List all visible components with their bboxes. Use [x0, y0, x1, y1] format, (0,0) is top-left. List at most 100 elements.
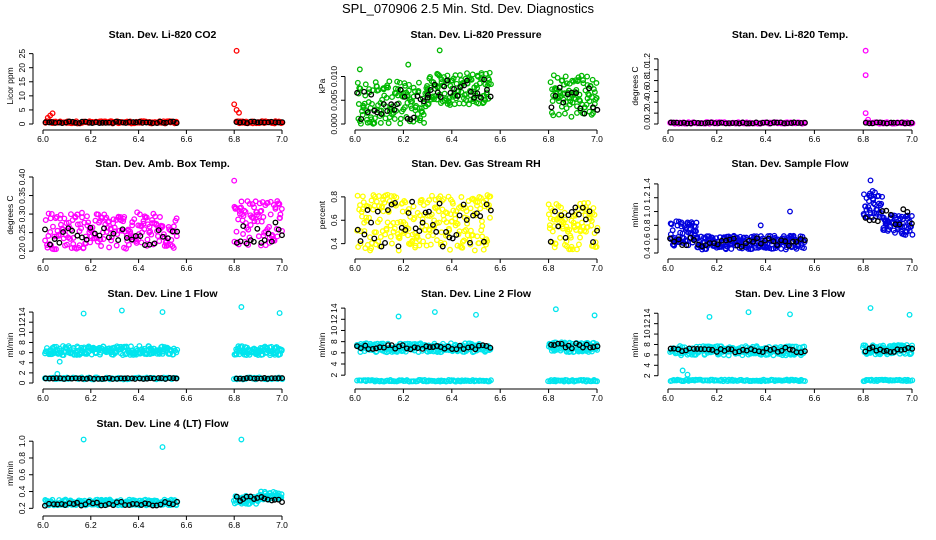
panel-4-main-point: [42, 237, 49, 244]
panel-9-x-tick-label: 6.2: [711, 393, 723, 403]
panel-2-overlay-point: [487, 93, 494, 100]
panel-9-y-tick-label: 12: [642, 319, 652, 329]
panel-2-overlay-point: [454, 92, 461, 99]
panel-8-overlay-point: [369, 345, 376, 352]
panel-4-main-point: [272, 204, 279, 211]
panel-3-y-tick-label: 1.0: [642, 64, 652, 76]
panel-1-overlay-point: [265, 119, 272, 126]
panel-1-y-tick-label: 10: [17, 91, 27, 101]
panel-4-main-point: [173, 215, 180, 222]
panel-4-overlay-point: [278, 232, 285, 239]
panel-4-main-point: [129, 222, 136, 229]
panel-10-overlay-point: [258, 494, 265, 500]
panel-8-overlay-point: [456, 342, 463, 349]
panel-8-overlay-point: [472, 346, 479, 353]
panel-2-overlay-point: [590, 104, 596, 111]
panel-2-overlay-point: [441, 83, 448, 90]
panel-5-x-tick-label: 6.0: [349, 263, 361, 273]
panel-5-main-point: [577, 234, 584, 241]
panel-5-main-point: [429, 192, 435, 199]
panel-2-main-point: [369, 101, 375, 107]
panel-3-overlay-point: [908, 119, 915, 126]
panel-5-overlay-point: [456, 212, 463, 219]
panel-3-overlay-point: [677, 120, 684, 127]
panel-4-overlay-point: [272, 219, 279, 226]
panel-5-overlay-point: [449, 235, 456, 242]
panel-7-overlay-point: [50, 375, 57, 382]
panel-8-x-tick-label: 6.2: [397, 393, 409, 403]
panel-2-main-point: [550, 112, 557, 119]
panel-7-main-point: [118, 307, 125, 314]
panel-9-x-tick-label: 6.4: [760, 393, 772, 403]
panel-4-overlay-point: [137, 233, 144, 239]
panel-5-overlay-point: [594, 227, 600, 234]
panel-2-overlay-point: [474, 90, 481, 97]
panel-5-main-point: [594, 224, 601, 231]
panel-5-main-point: [430, 232, 436, 239]
panel-5-main-point: [552, 241, 559, 247]
panel-5-overlay-point: [590, 239, 596, 246]
panel-8-overlay-point: [399, 342, 406, 349]
panel-8-overlay-point: [568, 345, 575, 352]
panel-1-x-tick-label: 6.6: [180, 134, 192, 144]
panel-2-main-point: [420, 111, 427, 118]
panel-4-main-point: [57, 211, 64, 218]
panel-3-title: Stan. Dev. Li-820 Temp.: [732, 29, 848, 41]
panel-4-overlay-point: [51, 236, 58, 242]
panel-5-overlay-point: [392, 199, 398, 206]
panel-3-x-tick-label: 6.0: [662, 134, 674, 144]
panel-2-x-tick-label: 6.0: [349, 134, 361, 144]
panel-4-main-point: [113, 242, 120, 249]
panel-5-overlay-point: [460, 201, 467, 208]
panel-7-overlay-point: [46, 375, 53, 382]
panel-5-main-point: [405, 206, 412, 213]
panel-6-overlay-point: [774, 242, 781, 248]
panel-4-main-point: [246, 200, 253, 207]
panel-4-main-point: [256, 200, 263, 207]
panel-5-main-point: [411, 215, 418, 221]
panel-2-main-point: [417, 115, 424, 122]
panel-5-overlay-point: [384, 207, 391, 214]
panel-8-main-point: [395, 313, 402, 320]
panel-2-main-point: [593, 94, 600, 101]
panel-5-main-point: [396, 235, 403, 242]
panel-2-main-point: [554, 74, 561, 81]
panel-5-main-point: [377, 233, 384, 240]
panel-4-main-point: [271, 237, 278, 244]
panel-1-x-tick-label: 7.0: [276, 134, 288, 144]
panel-2-main-point: [385, 120, 392, 127]
panel-8-main-point: [473, 311, 479, 318]
panel-4-main-point: [260, 214, 267, 220]
panel-6-overlay-point: [765, 235, 772, 242]
panel-1-overlay-point: [48, 119, 55, 125]
panel-5-main-point: [575, 222, 582, 229]
panel-3-y-tick-label: 0.0: [642, 118, 652, 130]
panel-4-main-point: [267, 211, 274, 218]
panel-4-main-point: [251, 204, 258, 211]
panel-2-main-point: [372, 115, 378, 122]
panel-9-overlay-point: [694, 345, 701, 352]
panel-4-main-point: [67, 235, 73, 242]
panel-9-y-tick-label: 8: [642, 342, 652, 347]
panel-4-main-point: [78, 209, 85, 216]
panel-1-overlay-point: [120, 119, 127, 126]
panel-2-main-point: [397, 115, 404, 122]
panel-4-main-point: [98, 243, 105, 249]
panel-4-main-point: [45, 210, 52, 217]
panel-2-main-point: [569, 77, 576, 84]
panel-5-main-point: [405, 232, 411, 239]
panel-4-main-point: [53, 246, 59, 253]
figure-title: SPL_070906 2.5 Min. Std. Dev. Diagnostic…: [342, 1, 594, 16]
panel-1-overlay-point: [110, 120, 117, 126]
panel-5-main-point: [467, 227, 474, 234]
panel-6-main-point: [787, 232, 794, 239]
panel-6-main-point: [685, 242, 692, 249]
panel-7-overlay-point: [275, 375, 282, 382]
panel-3-overlay-point: [729, 120, 736, 126]
panel-4-overlay-point: [96, 232, 103, 239]
panel-6-overlay-point: [874, 218, 881, 225]
panel-2-main-point: [415, 88, 422, 94]
panel-2-main-point: [593, 80, 600, 86]
panel-10-y-tick-label: 0.2: [17, 502, 27, 514]
panel-1-y-tick-label: 15: [17, 77, 27, 87]
